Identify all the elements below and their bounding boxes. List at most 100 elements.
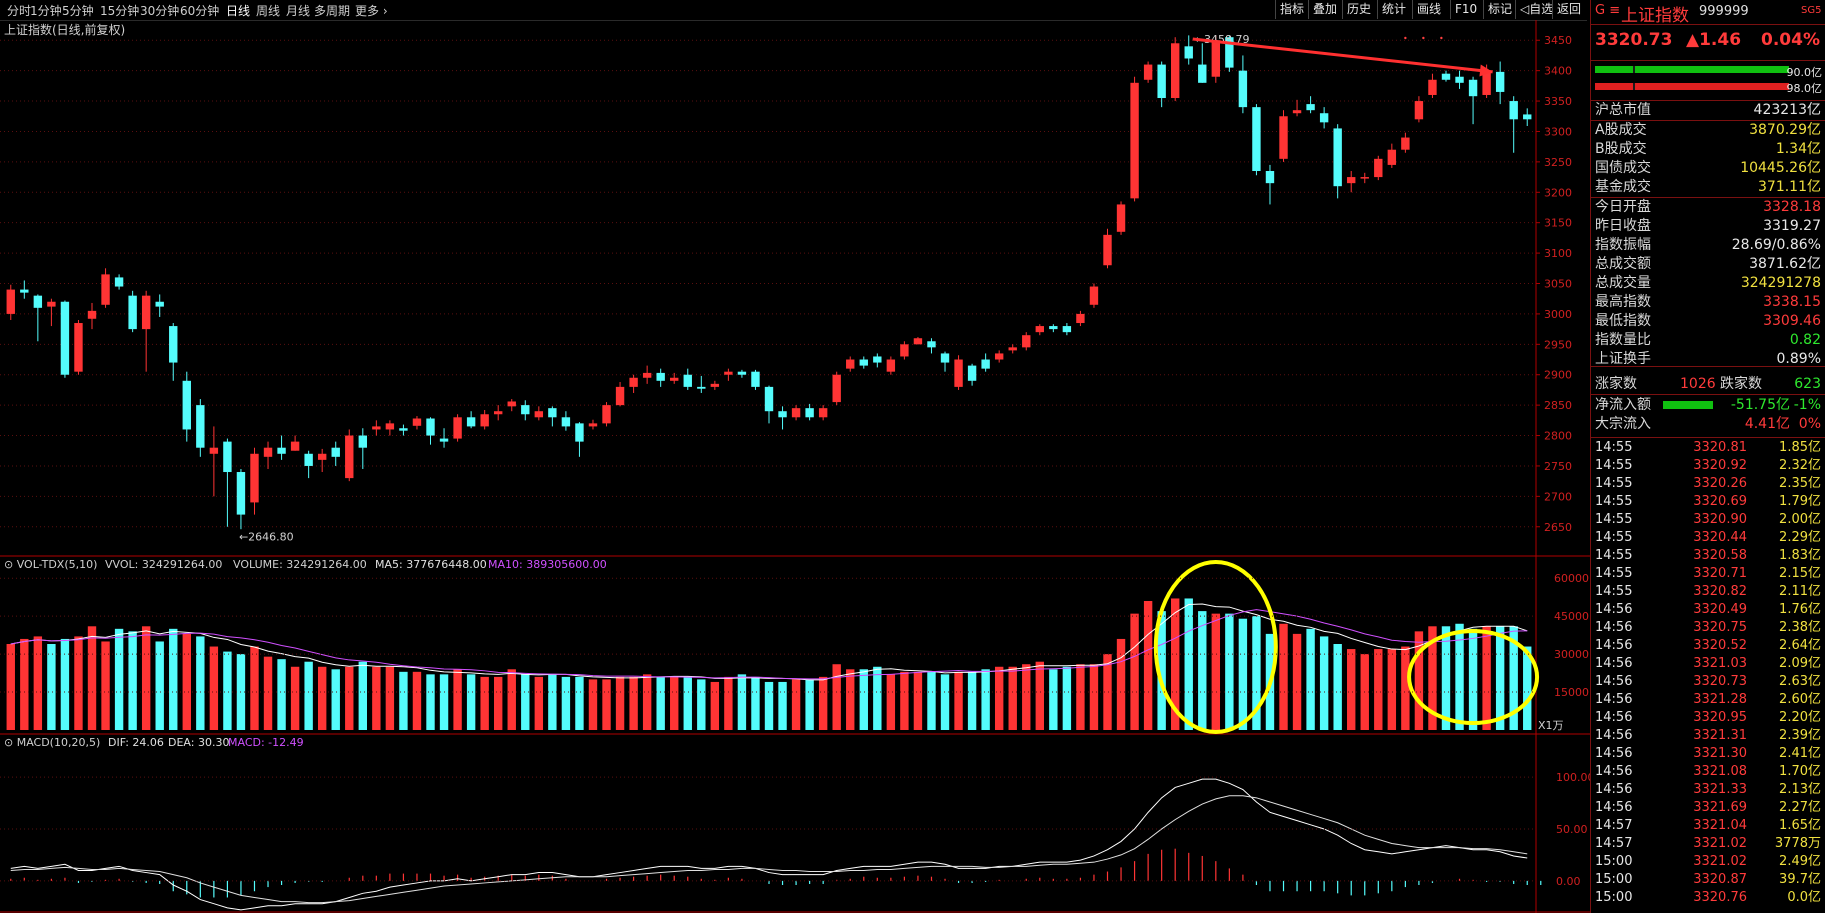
period-tab[interactable]: 5分钟 bbox=[62, 4, 94, 18]
volume-bar bbox=[1022, 664, 1031, 730]
volume-bar bbox=[954, 671, 963, 730]
candle-body bbox=[331, 447, 340, 457]
volume-value: VOLUME: 324291264.00 bbox=[233, 558, 367, 571]
candle-body bbox=[60, 301, 70, 375]
tool-button[interactable]: F10 bbox=[1450, 0, 1481, 19]
period-tab[interactable]: 1分钟 bbox=[30, 4, 62, 18]
price-tick-label: 2850 bbox=[1544, 399, 1572, 412]
volume-bar bbox=[629, 676, 638, 730]
candle-body bbox=[575, 423, 584, 442]
volume-bar bbox=[412, 671, 422, 730]
candle-body bbox=[818, 408, 828, 418]
price-tick-label: 3200 bbox=[1544, 186, 1572, 199]
badge: SG5 bbox=[1801, 5, 1822, 16]
tool-button[interactable]: 标记 bbox=[1483, 0, 1516, 19]
volume-bar bbox=[114, 628, 124, 730]
stat-row: A股成交 3870.29亿 bbox=[1595, 122, 1821, 138]
period-tab[interactable]: 分时 bbox=[7, 4, 32, 18]
kline-chart[interactable]: 3450 3400 3350 3300 3250 3200 3150 3100 3050 3000… bbox=[0, 0, 1590, 913]
tick-row: 14:55 3320.92 2.32亿 bbox=[1595, 458, 1821, 473]
period-tab[interactable]: 周线 bbox=[256, 4, 281, 18]
vvol-value: VVOL: 324291264.00 bbox=[105, 558, 222, 571]
candle-body bbox=[236, 472, 246, 515]
candle-body bbox=[1076, 313, 1085, 324]
candle-body bbox=[602, 405, 611, 424]
candle-body bbox=[534, 411, 544, 418]
market-cap-row: 沪总市值 423213亿 bbox=[1595, 102, 1821, 118]
volume-bar bbox=[1523, 646, 1532, 730]
tick-row: 14:55 3320.71 2.15亿 bbox=[1595, 566, 1821, 581]
tool-button[interactable]: 统计 bbox=[1377, 0, 1410, 19]
macd-value: MACD: -12.49 bbox=[228, 736, 304, 749]
volume-unit-label: X1万 bbox=[1538, 719, 1564, 732]
volume-bar bbox=[818, 676, 828, 730]
volume-bar bbox=[1049, 669, 1058, 730]
volume-bar bbox=[791, 679, 801, 730]
volume-bar bbox=[480, 676, 489, 730]
candle-body bbox=[182, 380, 191, 430]
stat-row: 指数振幅 28.69/0.86% bbox=[1595, 237, 1821, 253]
period-tab[interactable]: 30分钟 bbox=[140, 4, 180, 18]
period-tab[interactable]: 多周期 bbox=[314, 4, 351, 18]
candle-body bbox=[994, 353, 1004, 360]
period-tab[interactable]: 60分钟 bbox=[180, 4, 220, 18]
volume-bar bbox=[1468, 628, 1478, 730]
volume-tick-label: 30000 bbox=[1554, 648, 1589, 661]
volume-bar bbox=[290, 666, 300, 730]
highlight-circle bbox=[1407, 629, 1540, 725]
volume-bar bbox=[385, 666, 395, 730]
menu-icon[interactable]: G ≡ bbox=[1595, 3, 1621, 18]
tick-row: 14:56 3321.30 2.41亿 bbox=[1595, 746, 1821, 761]
trend-arrow-line bbox=[1192, 37, 1493, 74]
candle-body bbox=[1130, 82, 1139, 199]
stat-row: 上证换手 0.89% bbox=[1595, 351, 1821, 367]
volume-bar bbox=[1509, 626, 1518, 730]
candle-body bbox=[1428, 79, 1437, 95]
price-tick-label: 3350 bbox=[1544, 95, 1572, 108]
volume-bar bbox=[1035, 661, 1044, 730]
volume-bar bbox=[805, 679, 814, 730]
tool-button[interactable]: 指标 bbox=[1275, 0, 1308, 19]
price-tick-label: 2950 bbox=[1544, 338, 1572, 351]
tool-button[interactable]: ◁自选 bbox=[1515, 0, 1557, 19]
candle-body bbox=[832, 374, 841, 403]
volume-bar bbox=[751, 676, 760, 730]
candle-body bbox=[399, 428, 408, 431]
period-tab[interactable]: 更多 › bbox=[355, 4, 388, 18]
volume-bar bbox=[615, 676, 625, 730]
candle-body bbox=[873, 356, 882, 363]
macd-tick-label: 50.00 bbox=[1556, 823, 1588, 836]
tool-button[interactable]: 叠加 bbox=[1308, 0, 1341, 19]
volume-bar bbox=[317, 666, 327, 730]
candle-body bbox=[263, 447, 273, 457]
volume-bar bbox=[466, 674, 476, 730]
candle-body bbox=[1306, 104, 1315, 111]
volume-bar bbox=[697, 679, 706, 730]
tick-row: 14:57 3321.04 1.65亿 bbox=[1595, 818, 1821, 833]
candle-body bbox=[548, 408, 557, 418]
volume-bar bbox=[1482, 626, 1491, 730]
candle-body bbox=[846, 359, 855, 369]
candle-body bbox=[805, 408, 814, 418]
period-tab[interactable]: 月线 bbox=[286, 4, 311, 18]
volume-bar bbox=[277, 659, 286, 730]
candle-body bbox=[1401, 137, 1410, 150]
tool-button[interactable]: 返回 bbox=[1552, 0, 1585, 19]
tick-row: 15:00 3320.87 39.7亿 bbox=[1595, 872, 1821, 887]
period-toolbar: 分时 1分钟 5分钟 15分钟 30分钟 60分钟 日线 周线 月线 多周期 更多 › 指标 叠加 历史… bbox=[0, 0, 1587, 21]
stat-row: 国债成交 10445.26亿 bbox=[1595, 160, 1821, 176]
tool-button[interactable]: 画线 bbox=[1412, 0, 1445, 19]
candle-body bbox=[588, 423, 598, 427]
stat-row: 指数量比 0.82 bbox=[1595, 332, 1821, 348]
tick-row: 14:55 3320.82 2.11亿 bbox=[1595, 584, 1821, 599]
candle-body bbox=[629, 377, 638, 387]
volume-bar bbox=[588, 679, 598, 730]
period-tab[interactable]: 15分钟 bbox=[100, 4, 140, 18]
tool-button[interactable]: 历史 bbox=[1342, 0, 1375, 19]
candle-body bbox=[141, 295, 151, 330]
volume-bar bbox=[331, 669, 340, 730]
candle-body bbox=[196, 405, 205, 448]
price-tick-label: 3150 bbox=[1544, 217, 1572, 230]
volume-bar bbox=[981, 669, 990, 730]
period-tab[interactable]: 日线 bbox=[226, 4, 251, 18]
